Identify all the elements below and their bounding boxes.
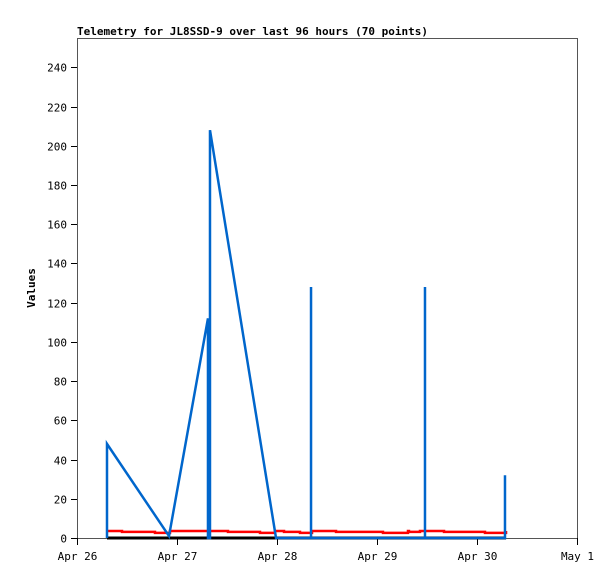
y-tick-label: 200 xyxy=(47,141,67,154)
y-tick-label: 40 xyxy=(54,455,67,468)
y-tick-label: 0 xyxy=(60,533,67,546)
x-tick-label: Apr 27 xyxy=(158,550,198,563)
x-tick-label: Apr 26 xyxy=(58,550,98,563)
x-tick-label: May 1 xyxy=(561,550,594,563)
y-tick-label: 180 xyxy=(47,180,67,193)
y-tick-label: 240 xyxy=(47,62,67,75)
y-tick-label: 160 xyxy=(47,219,67,232)
y-tick-label: 140 xyxy=(47,258,67,271)
y-tick-label: 220 xyxy=(47,102,67,115)
x-tick-label: Apr 28 xyxy=(258,550,298,563)
series-line-2 xyxy=(107,130,505,538)
y-tick-label: 60 xyxy=(54,415,67,428)
y-tick-label: 20 xyxy=(54,494,67,507)
y-tick-label: 80 xyxy=(54,376,67,389)
x-tick-label: Apr 29 xyxy=(358,550,398,563)
y-tick-label: 120 xyxy=(47,298,67,311)
chart-title: Telemetry for JL8SSD-9 over last 96 hour… xyxy=(77,25,428,38)
x-tick-label: Apr 30 xyxy=(458,550,498,563)
plot-frame xyxy=(78,39,578,539)
y-axis-label: Values xyxy=(25,268,38,308)
y-tick-label: 100 xyxy=(47,337,67,350)
